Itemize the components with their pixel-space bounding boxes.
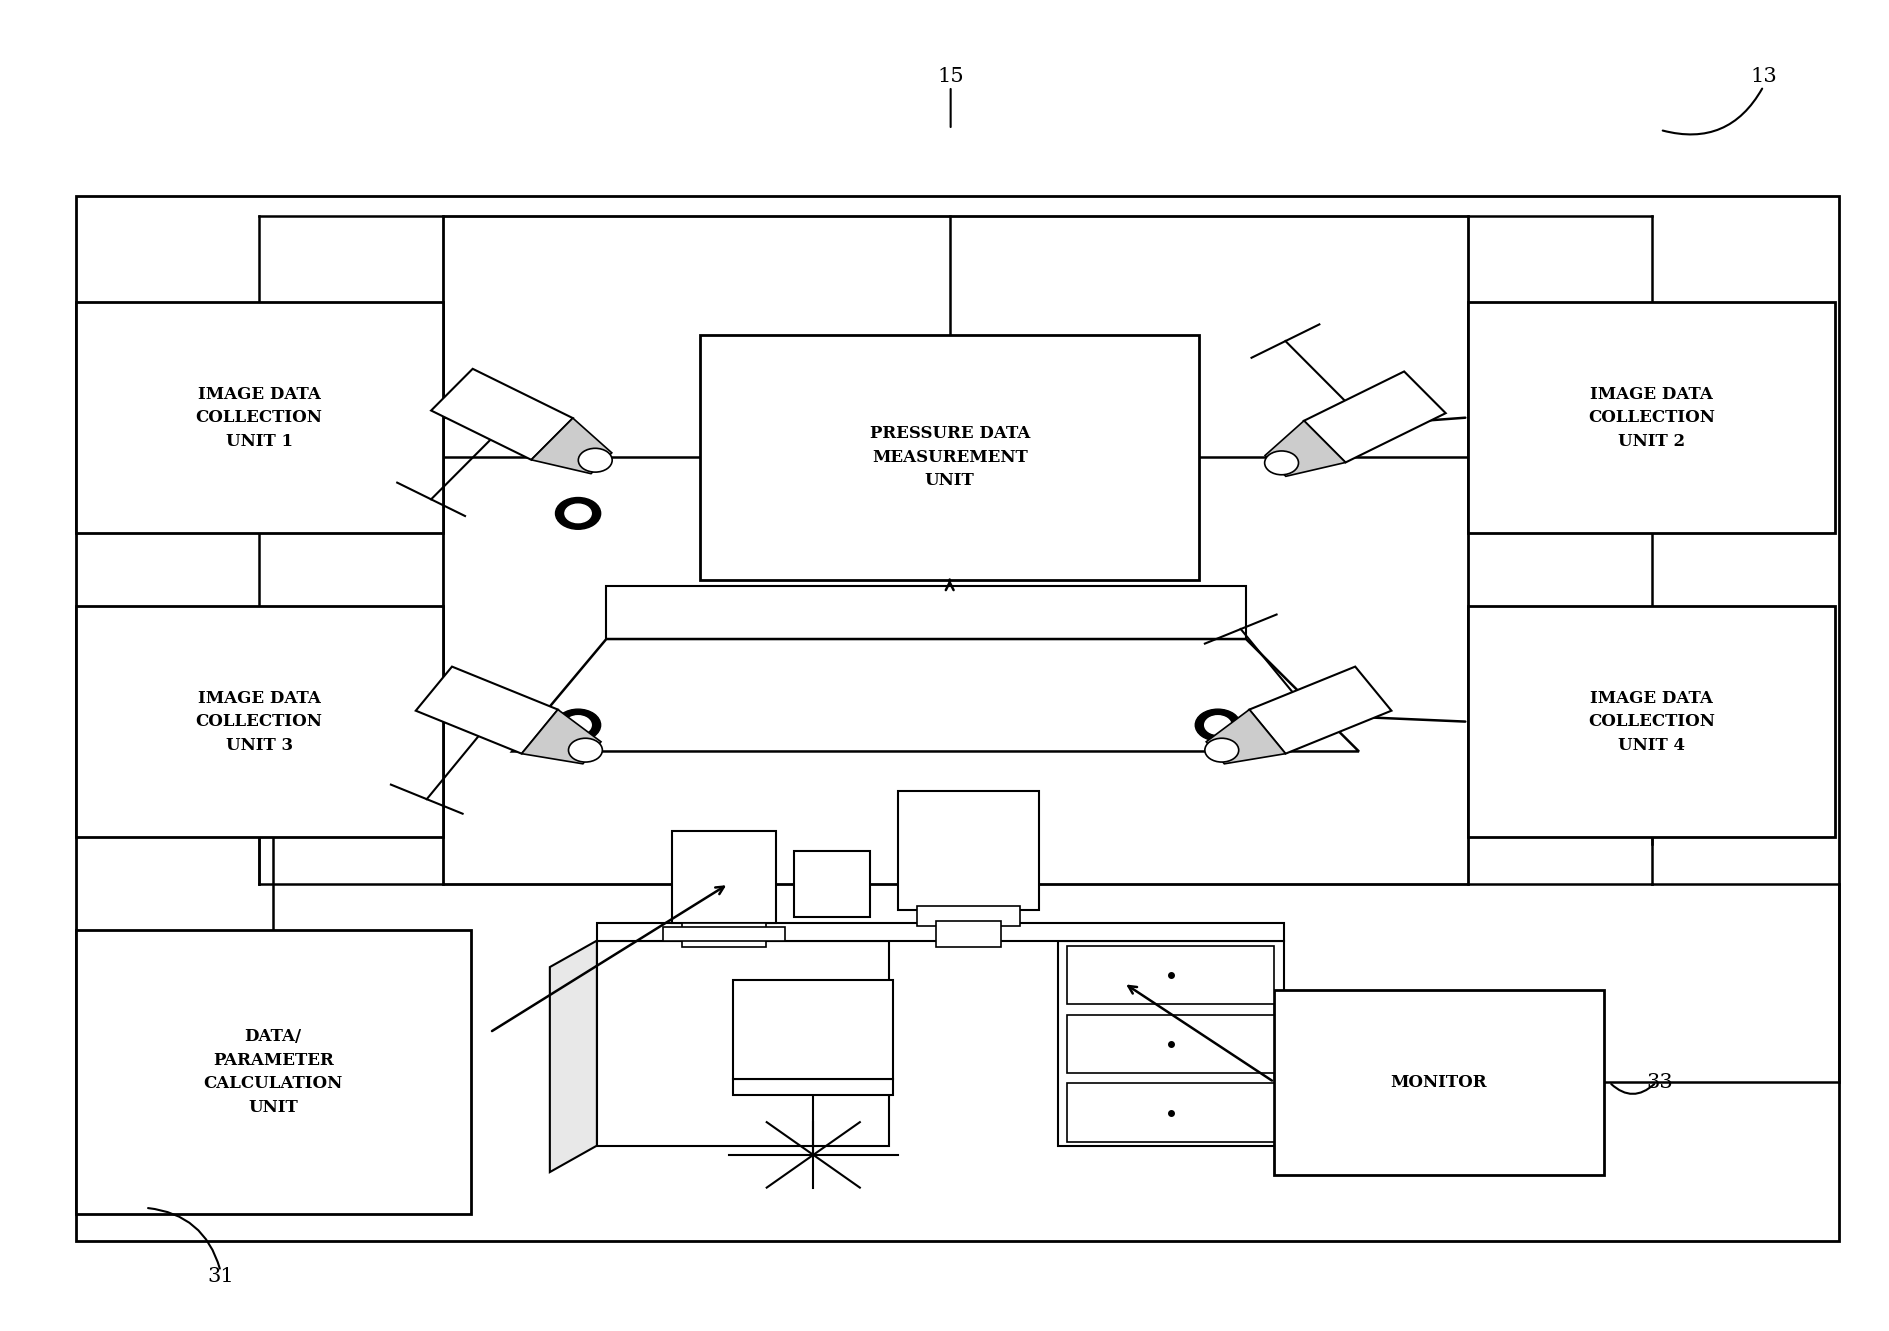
Bar	[76, 196, 1838, 1240]
Circle shape	[565, 716, 591, 735]
Bar	[76, 302, 442, 534]
Polygon shape	[1205, 709, 1285, 764]
Bar	[1067, 946, 1273, 1004]
Bar	[672, 831, 774, 924]
Bar	[1067, 1083, 1273, 1142]
Polygon shape	[1303, 371, 1445, 462]
Text: IMAGE DATA
COLLECTION
UNIT 4: IMAGE DATA COLLECTION UNIT 4	[1587, 689, 1713, 753]
Circle shape	[1194, 709, 1239, 741]
Polygon shape	[512, 639, 1358, 752]
Bar	[597, 941, 888, 1146]
Text: DATA/
PARAMETER
CALCULATION
UNIT: DATA/ PARAMETER CALCULATION UNIT	[204, 1029, 342, 1115]
Bar	[682, 924, 765, 948]
Bar	[897, 791, 1039, 910]
Bar	[733, 981, 893, 1079]
Circle shape	[569, 739, 603, 763]
Polygon shape	[521, 709, 601, 764]
Bar	[442, 216, 1468, 884]
Bar	[1468, 606, 1834, 837]
Text: IMAGE DATA
COLLECTION
UNIT 1: IMAGE DATA COLLECTION UNIT 1	[196, 386, 323, 450]
Polygon shape	[1249, 667, 1390, 753]
Bar	[663, 928, 784, 941]
Bar	[76, 930, 470, 1214]
Circle shape	[555, 709, 601, 741]
Polygon shape	[531, 418, 612, 474]
Bar	[793, 851, 869, 917]
Bar	[733, 1079, 893, 1095]
Circle shape	[565, 504, 591, 523]
Bar	[1058, 941, 1283, 1146]
Circle shape	[1203, 739, 1237, 763]
Circle shape	[1264, 451, 1298, 475]
Bar	[935, 921, 1001, 948]
Polygon shape	[431, 369, 572, 459]
Text: 13: 13	[1749, 68, 1776, 87]
Bar	[701, 335, 1198, 579]
Text: IMAGE DATA
COLLECTION
UNIT 3: IMAGE DATA COLLECTION UNIT 3	[196, 689, 323, 753]
Circle shape	[1203, 716, 1230, 735]
Polygon shape	[416, 667, 557, 753]
Text: 15: 15	[937, 68, 963, 87]
Text: 31: 31	[208, 1267, 234, 1286]
Text: IMAGE DATA
COLLECTION
UNIT 2: IMAGE DATA COLLECTION UNIT 2	[1587, 386, 1713, 450]
Bar	[1273, 989, 1602, 1175]
Polygon shape	[1264, 421, 1345, 476]
Text: PRESSURE DATA
MEASUREMENT
UNIT: PRESSURE DATA MEASUREMENT UNIT	[869, 425, 1030, 490]
Bar	[597, 924, 1283, 941]
Bar	[1468, 302, 1834, 534]
Bar	[76, 606, 442, 837]
Polygon shape	[550, 941, 597, 1173]
Polygon shape	[606, 586, 1245, 639]
Circle shape	[578, 449, 612, 473]
Bar	[1067, 1014, 1273, 1073]
Bar	[916, 906, 1020, 926]
Circle shape	[555, 498, 601, 530]
Text: 33: 33	[1645, 1073, 1672, 1091]
Text: MONITOR: MONITOR	[1390, 1074, 1487, 1090]
